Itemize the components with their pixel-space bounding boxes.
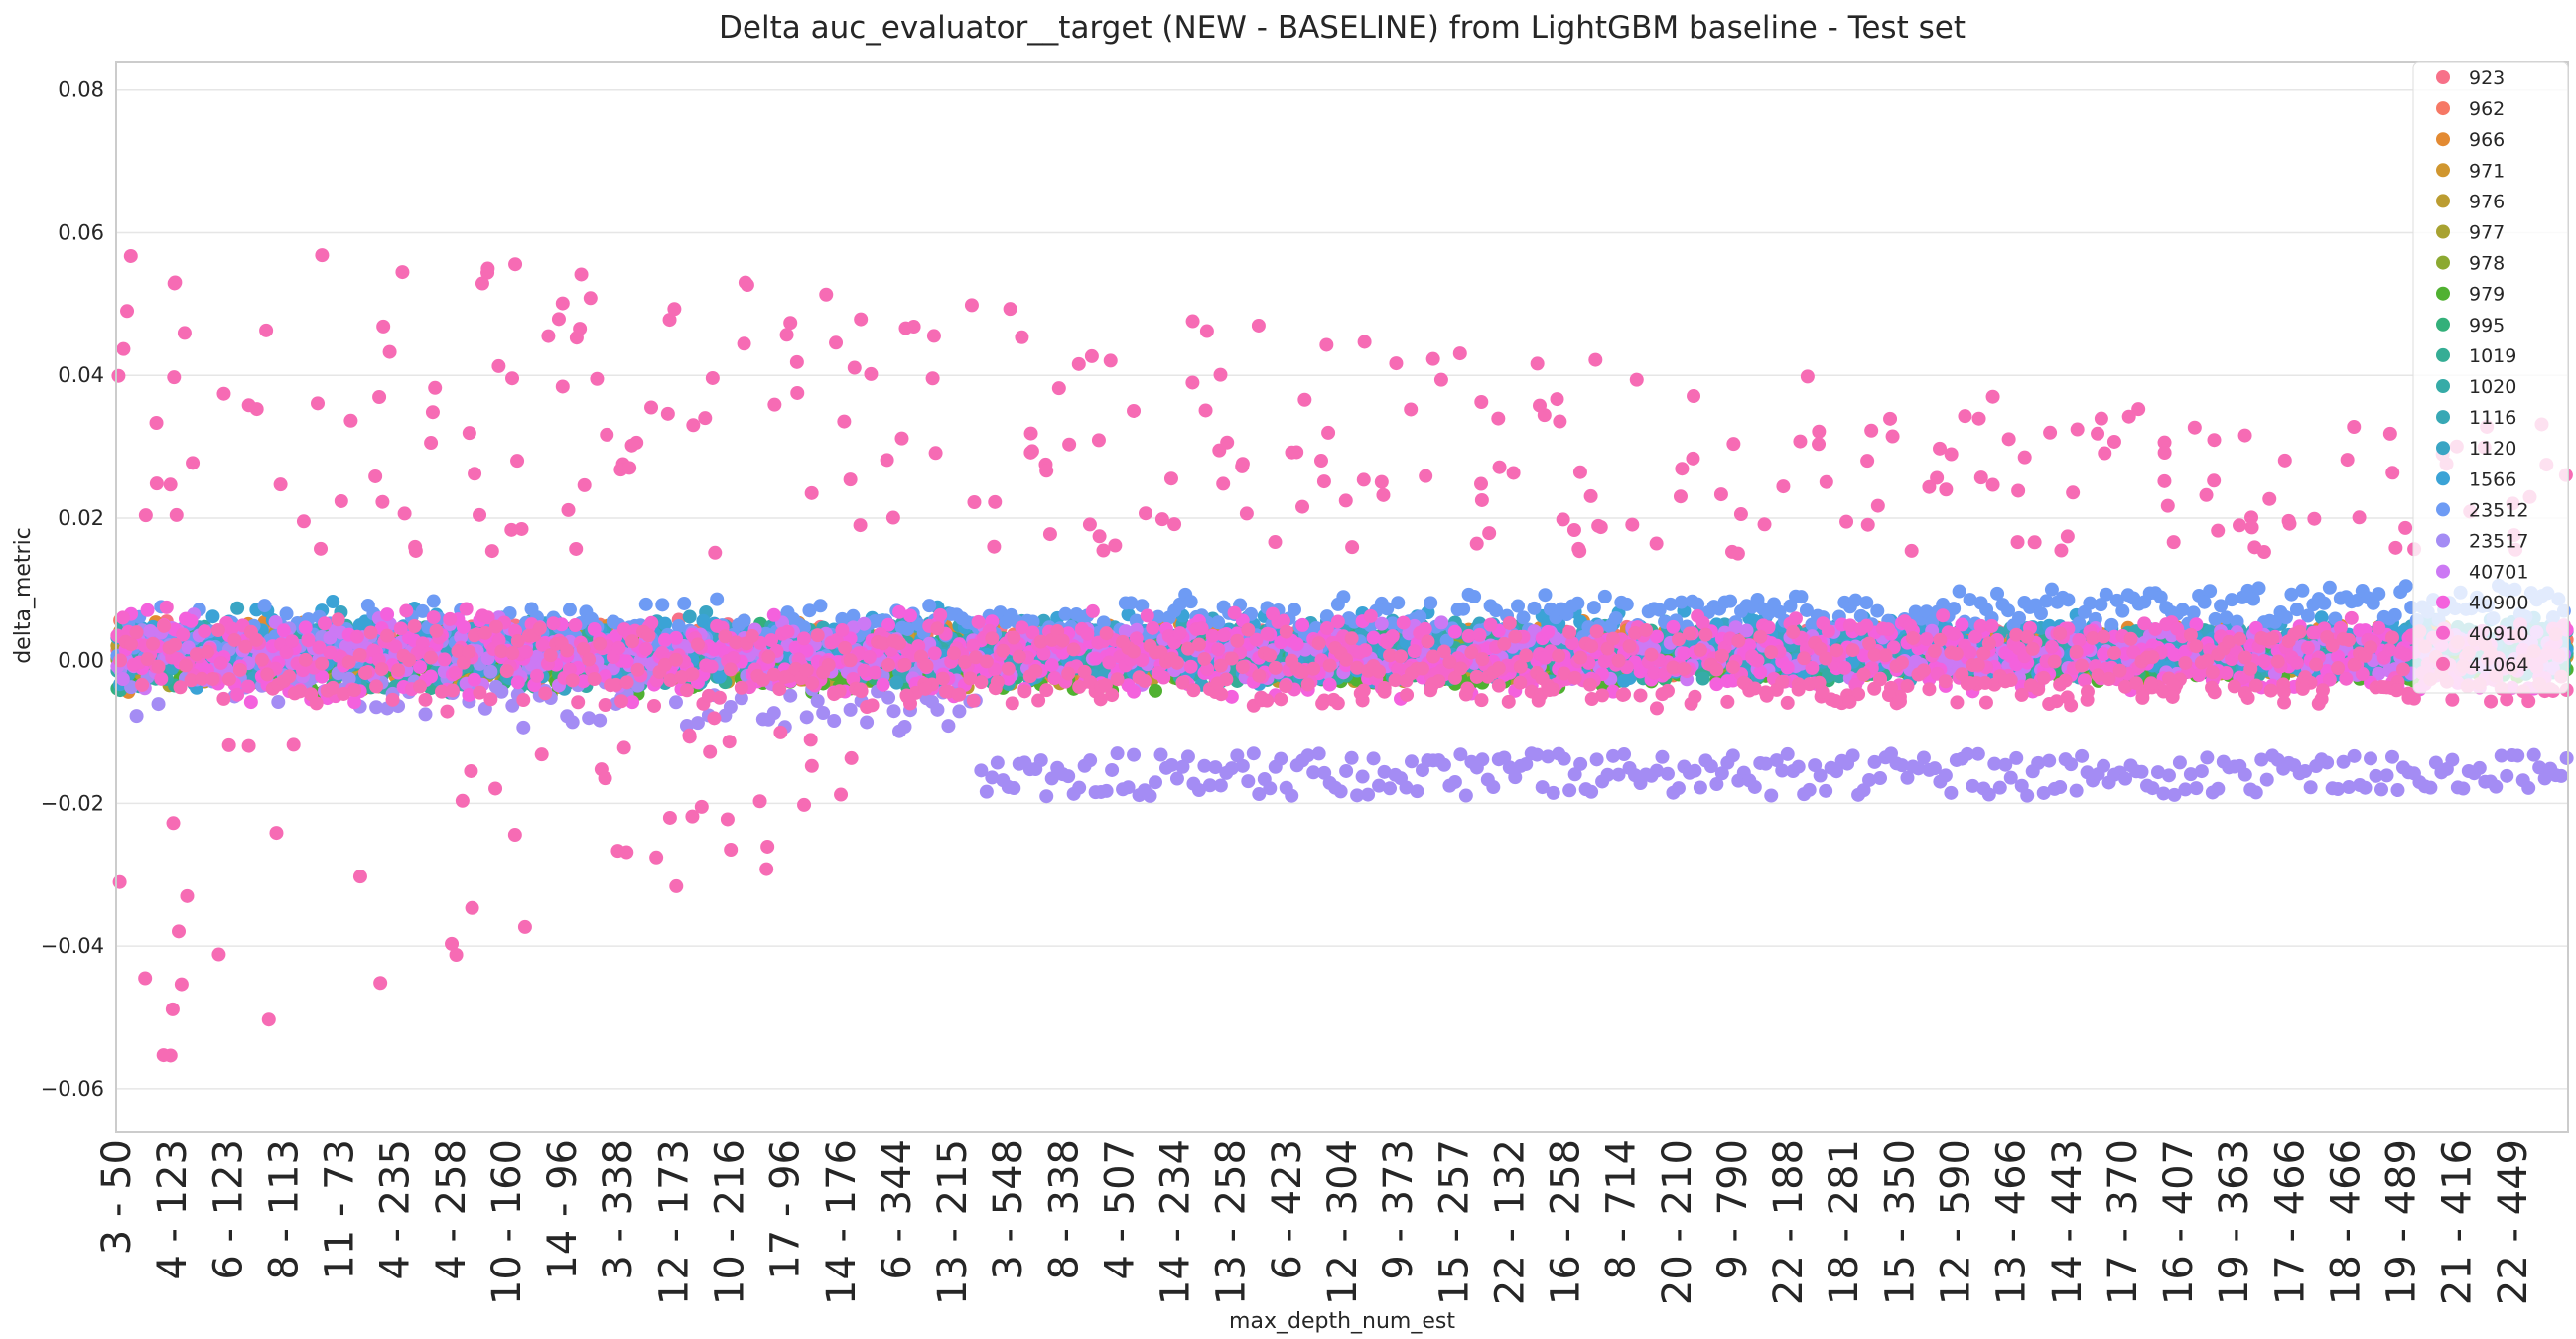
gridlines bbox=[116, 88, 2568, 1090]
data-point bbox=[1149, 683, 1163, 698]
data-points bbox=[110, 248, 2574, 1063]
data-point bbox=[1695, 671, 1710, 686]
